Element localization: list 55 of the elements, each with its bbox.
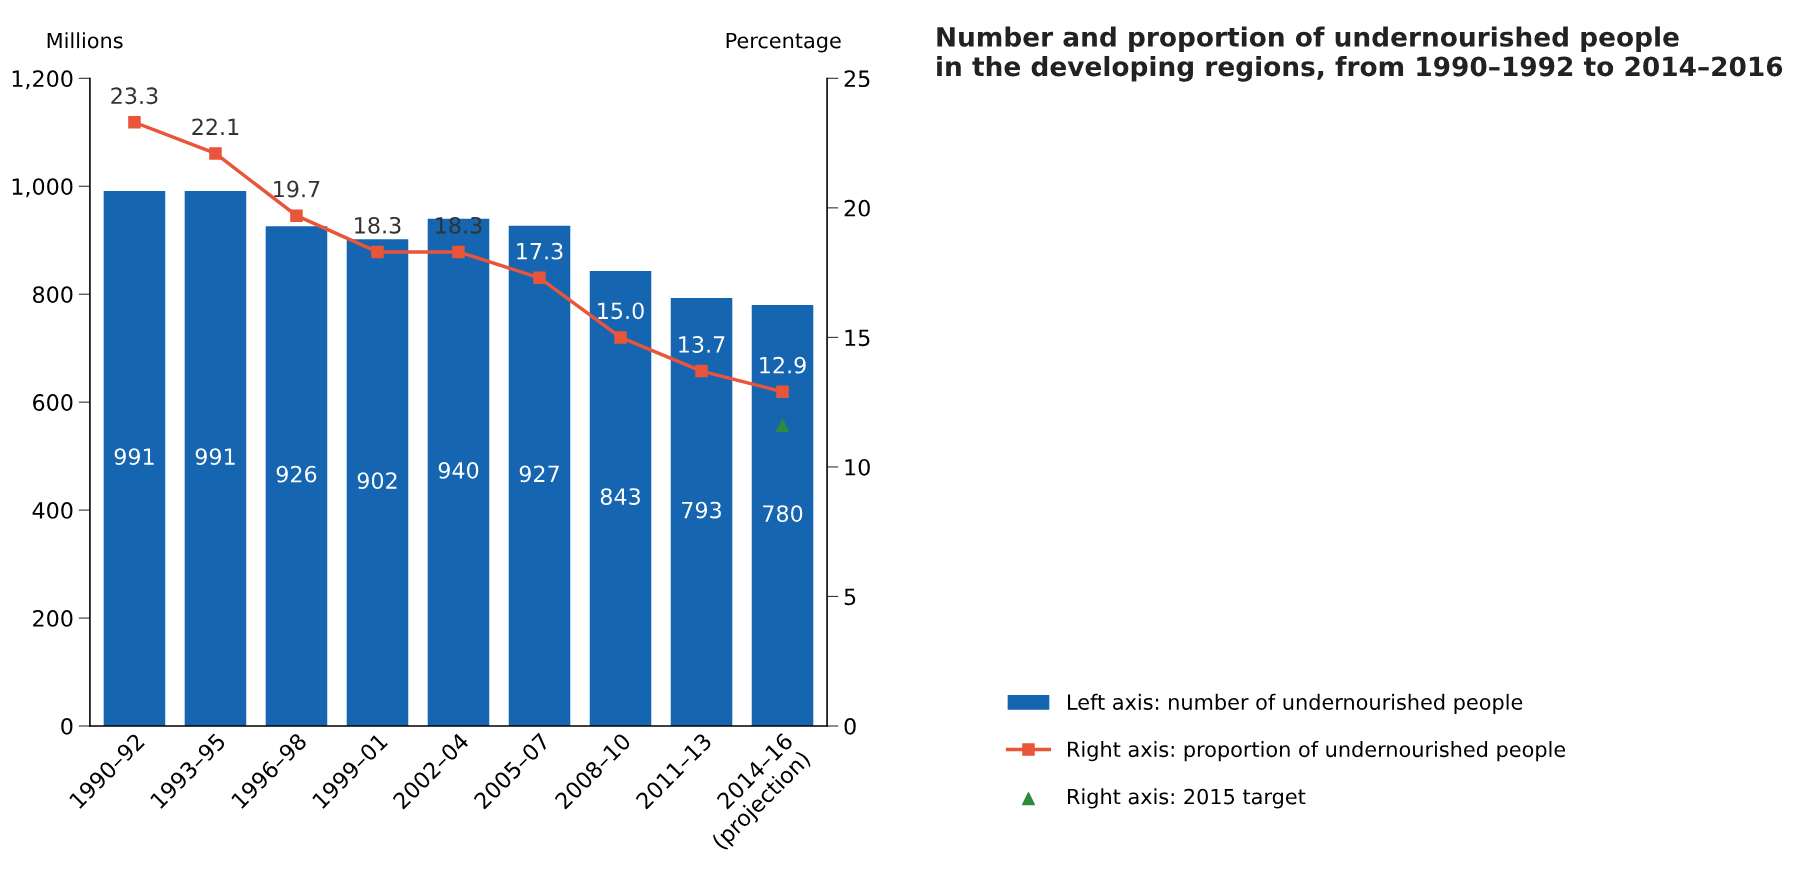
y2-tick-label: 0 [844, 717, 856, 735]
data-label: 991 [195, 448, 235, 466]
y-tick-label: 800 [33, 286, 73, 303]
y2-tick-label: 10 [845, 458, 870, 476]
data-label: 926 [276, 465, 317, 483]
data-label: 23.3 [111, 87, 158, 105]
data-label: 22.1 [192, 118, 239, 135]
point [371, 245, 384, 259]
y2-axis-title: Percentage [726, 32, 841, 53]
point [533, 271, 546, 285]
y-tick-label: 200 [33, 610, 73, 627]
data-label: 19.7 [274, 180, 320, 198]
point [614, 331, 627, 344]
point [290, 209, 303, 222]
data-label: 18.3 [355, 216, 401, 234]
text: Number and proportion of undernourished people in the developing regions, from 1990–1992 to 2014–2016 [937, 26, 1783, 82]
y-tick-label: 400 [32, 502, 73, 519]
y2-tick-label: 25 [844, 70, 870, 88]
bar [103, 191, 166, 726]
bar [427, 218, 490, 726]
data-label: 927 [519, 465, 559, 483]
data-label: 12.9 [760, 356, 806, 374]
data-label: 15.0 [598, 302, 644, 320]
data-label: 793 [682, 501, 721, 519]
bar [589, 271, 652, 726]
data-label: 18.3 [436, 216, 482, 234]
y2-tick-label: 20 [844, 199, 870, 217]
y-tick-label: 600 [33, 394, 73, 411]
legend-label: Right axis: 2015 target [1068, 788, 1306, 809]
y-axis-title: Millions [47, 32, 123, 49]
data-label: 13.7 [679, 336, 725, 353]
bar [751, 305, 814, 726]
data-label: 17.3 [517, 242, 563, 260]
point [128, 116, 141, 129]
data-label: 991 [114, 448, 154, 466]
legend-label: Right axis: proportion of undernourished people [1068, 741, 1566, 762]
y-tick-label: 1,200 [12, 70, 73, 90]
bar [265, 226, 328, 726]
data-label: 843 [600, 488, 640, 505]
bar [184, 191, 247, 726]
y2-tick-label: 5 [844, 588, 856, 606]
bar [508, 225, 571, 726]
point [209, 147, 222, 160]
bar [670, 297, 733, 726]
y-tick-label: 0 [61, 717, 73, 735]
data-label: 940 [438, 461, 479, 479]
legend-label: Left axis: number of undernourished people [1068, 693, 1523, 714]
y2-tick-label: 15 [845, 329, 870, 347]
y-tick-label: 1,000 [12, 178, 73, 198]
point [452, 245, 465, 259]
point [695, 364, 708, 378]
point [776, 385, 789, 399]
bar [346, 239, 409, 726]
data-label: 902 [357, 472, 397, 490]
data-label: 780 [763, 505, 803, 522]
